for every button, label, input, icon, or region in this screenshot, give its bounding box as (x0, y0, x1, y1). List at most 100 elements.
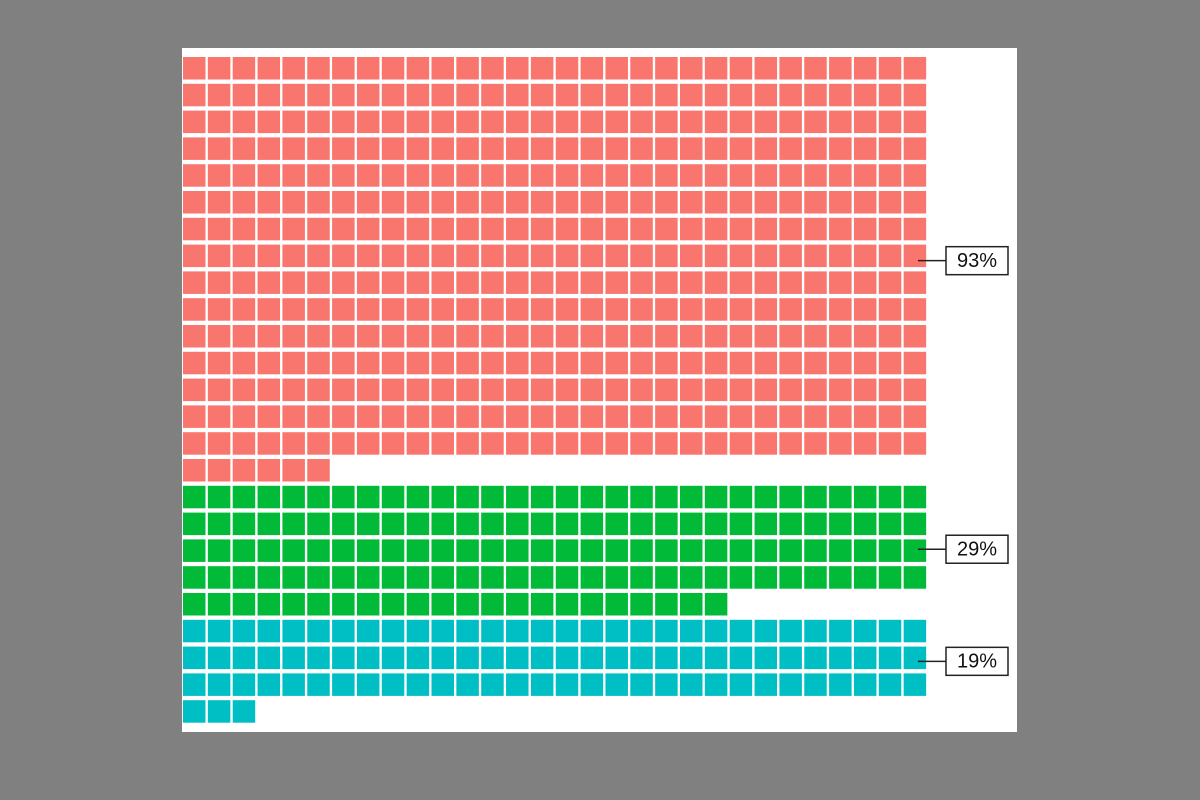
waffle-square (704, 539, 728, 562)
waffle-square (829, 539, 852, 562)
waffle-square (804, 137, 827, 160)
waffle-square (381, 164, 405, 187)
waffle-square (183, 646, 206, 670)
waffle-square (456, 485, 479, 509)
waffle-square (431, 593, 454, 616)
waffle-square (356, 57, 380, 80)
waffle-square (903, 539, 927, 562)
waffle-square (680, 593, 703, 616)
waffle-square (829, 646, 852, 670)
waffle-square (381, 539, 405, 562)
waffle-square (605, 673, 628, 696)
waffle-square (481, 646, 504, 670)
waffle-square (257, 351, 281, 375)
waffle-square (829, 485, 852, 509)
waffle-square (804, 432, 827, 455)
waffle-square (356, 432, 380, 455)
waffle-square (232, 405, 256, 428)
waffle-square (680, 244, 703, 268)
waffle-square (878, 646, 902, 670)
waffle-square (207, 271, 231, 294)
waffle-square (829, 619, 852, 643)
waffle-square (829, 164, 852, 187)
waffle-square (804, 217, 827, 241)
waffle-square (381, 432, 405, 455)
waffle-square (555, 164, 579, 187)
waffle-square (804, 378, 827, 402)
waffle-square (605, 512, 628, 536)
waffle-square (332, 164, 355, 187)
waffle-square (282, 298, 305, 321)
waffle-square (332, 244, 355, 268)
waffle-square (456, 566, 479, 589)
waffle-square (506, 244, 529, 268)
waffle-square (481, 217, 504, 241)
waffle-square (704, 191, 728, 214)
waffle-square (307, 325, 330, 348)
waffle-square (481, 378, 504, 402)
waffle-square (431, 619, 454, 643)
waffle-square (754, 405, 778, 428)
waffle-square (903, 432, 927, 455)
waffle-square (530, 351, 554, 375)
waffle-square (232, 83, 256, 107)
waffle-square (282, 512, 305, 536)
waffle-square (456, 57, 479, 80)
waffle-square (183, 325, 206, 348)
waffle-square (257, 512, 281, 536)
waffle-square (754, 566, 778, 589)
waffle-square (506, 351, 529, 375)
waffle-square (903, 83, 927, 107)
waffle-square (655, 57, 678, 80)
waffle-square (183, 378, 206, 402)
waffle-square (232, 217, 256, 241)
waffle-square (804, 485, 827, 509)
waffle-square (779, 673, 802, 696)
waffle-square (878, 191, 902, 214)
waffle-square (903, 566, 927, 589)
waffle-square (580, 539, 604, 562)
waffle-square (232, 566, 256, 589)
waffle-square (282, 619, 305, 643)
waffle-square (804, 673, 827, 696)
waffle-square (680, 539, 703, 562)
waffle-square (555, 298, 579, 321)
waffle-square (704, 271, 728, 294)
waffle-square (729, 271, 753, 294)
waffle-square (356, 137, 380, 160)
waffle-square (555, 405, 579, 428)
waffle-square (456, 619, 479, 643)
waffle-square (680, 137, 703, 160)
waffle-square (456, 271, 479, 294)
waffle-square (853, 351, 877, 375)
waffle-square (307, 619, 330, 643)
waffle-square (804, 57, 827, 80)
waffle-square (381, 566, 405, 589)
waffle-square (580, 432, 604, 455)
waffle-square (903, 298, 927, 321)
waffle-square (829, 83, 852, 107)
waffle-square (878, 539, 902, 562)
waffle-square (580, 244, 604, 268)
waffle-square (605, 432, 628, 455)
waffle-square (183, 217, 206, 241)
waffle-square (381, 619, 405, 643)
waffle-square (580, 673, 604, 696)
waffle-square (356, 593, 380, 616)
waffle-square (381, 512, 405, 536)
waffle-square (704, 432, 728, 455)
waffle-square (903, 351, 927, 375)
waffle-square (853, 110, 877, 134)
waffle-square (307, 217, 330, 241)
waffle-square (232, 325, 256, 348)
waffle-square (729, 432, 753, 455)
waffle-square (878, 83, 902, 107)
waffle-square (506, 646, 529, 670)
waffle-square (903, 110, 927, 134)
waffle-square (257, 593, 281, 616)
waffle-square (207, 110, 231, 134)
waffle-square (381, 271, 405, 294)
waffle-square (456, 191, 479, 214)
waffle-square (729, 57, 753, 80)
